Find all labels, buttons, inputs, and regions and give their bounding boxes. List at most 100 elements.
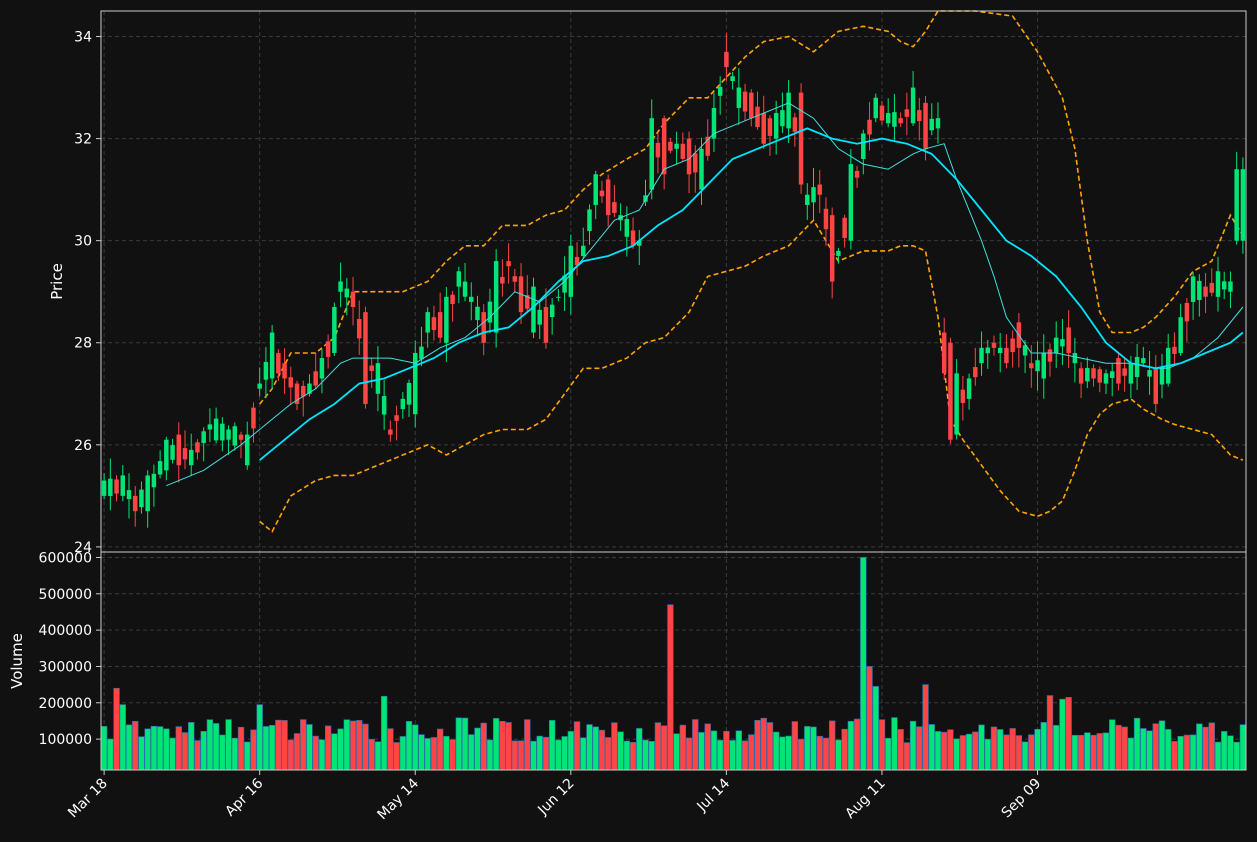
volume-bar (1177, 735, 1184, 771)
candle-body (114, 479, 119, 494)
volume-bar (268, 725, 276, 771)
volume-bar (231, 737, 238, 771)
volume-bar (1196, 723, 1203, 771)
candle-body (301, 385, 306, 397)
candle-body (338, 281, 343, 292)
volume-bar (530, 740, 537, 771)
price-axis-label: Price (48, 263, 66, 300)
volume-bar (642, 739, 649, 771)
candle-body (462, 281, 468, 297)
volume-bar (412, 724, 419, 771)
candle-body (1141, 358, 1146, 364)
candle-body (1134, 356, 1140, 378)
candle-body (562, 275, 567, 293)
volume-bar (1077, 734, 1085, 771)
candle-body (1172, 346, 1177, 355)
candle-body (263, 361, 269, 380)
candle-body (1178, 317, 1183, 353)
candle-body (232, 426, 238, 446)
volume-bar (604, 737, 612, 771)
volume-bar (760, 717, 767, 771)
volume-bar (163, 728, 170, 771)
upper-band-line (259, 10, 1244, 405)
volume-bar (934, 731, 942, 771)
candle-body (425, 312, 430, 333)
volume-bar (685, 737, 693, 771)
candle-body (195, 442, 200, 453)
volume-bar (1040, 722, 1047, 771)
candle-body (892, 112, 897, 127)
volume-bar (1183, 734, 1191, 771)
volume-bar (399, 736, 406, 771)
volume-bar (256, 704, 263, 771)
volume-bar (897, 729, 904, 771)
volume-bar (841, 728, 848, 771)
candle-body (1053, 337, 1059, 353)
volume-bar (542, 736, 550, 771)
volume-bar (436, 728, 444, 771)
candle-body (593, 174, 598, 205)
volume-bar (1133, 717, 1141, 771)
candle-body (406, 382, 412, 405)
candle-body (717, 86, 723, 96)
volume-bar (891, 717, 898, 771)
candle-body (879, 105, 885, 121)
volume-bar (829, 720, 836, 771)
volume-bar (1189, 734, 1197, 771)
candle-body (898, 118, 903, 124)
candle-body (350, 291, 356, 308)
volume-bar (1084, 732, 1091, 771)
volume-tick-label: 200000 (39, 696, 92, 712)
candle-body (244, 434, 250, 466)
candle-body (1147, 370, 1152, 377)
volume-bar (567, 731, 574, 771)
volume-bar (984, 738, 991, 771)
volume-bar (337, 728, 344, 771)
volume-bar (704, 723, 711, 771)
volume-bar (492, 718, 500, 771)
volume-bar (959, 735, 967, 771)
volume-bar (1233, 741, 1240, 771)
volume-bar (1109, 719, 1116, 771)
volume-bar (1152, 723, 1159, 771)
candle-body (991, 342, 997, 348)
candle-body (1128, 363, 1134, 384)
candle-body (599, 190, 605, 197)
volume-bar (132, 720, 139, 771)
candle-body (649, 118, 654, 190)
volume-bar (580, 737, 587, 771)
volume-bar (225, 719, 232, 771)
candle-body (985, 347, 990, 354)
candle-body (481, 312, 486, 343)
volume-bar (486, 739, 494, 771)
bollinger-bands (259, 10, 1244, 533)
volume-bar (244, 741, 251, 771)
candle-body (624, 219, 630, 237)
slow-ma-line (259, 127, 1244, 461)
volume-bar (318, 739, 326, 771)
candle-body (1097, 369, 1103, 383)
candle-body (332, 307, 337, 353)
candle-body (1060, 339, 1065, 347)
volume-bar (586, 724, 593, 771)
candle-body (1072, 353, 1078, 364)
candle-body (798, 92, 804, 185)
volume-bar (418, 734, 425, 771)
volume-bar (511, 740, 518, 771)
candle-body (381, 396, 387, 415)
candle-body (257, 383, 262, 389)
volume-bar (592, 726, 599, 771)
volume-bar (107, 738, 114, 771)
candle-body (1029, 363, 1034, 369)
candle-body (512, 276, 518, 282)
candle-body (307, 383, 312, 394)
volume-bar (461, 717, 469, 771)
candle-body (973, 367, 978, 378)
candle-body (469, 296, 474, 302)
candle-body (101, 480, 107, 496)
candle-body (773, 113, 779, 139)
volume-bar (1053, 725, 1060, 771)
volume-bar (928, 724, 935, 771)
volume-bar (791, 721, 799, 771)
volume-bar (368, 739, 375, 771)
